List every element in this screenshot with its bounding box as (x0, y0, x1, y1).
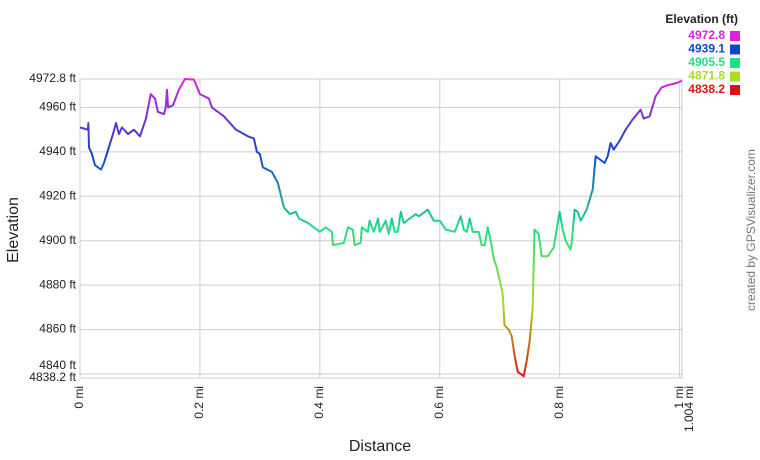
legend-swatch (730, 44, 740, 55)
legend-label: 4939.1 (688, 42, 725, 56)
y-tick-label: 4840 ft (39, 358, 76, 372)
x-tick-label: 0.4 mi (312, 386, 326, 419)
y-tick-label: 4920 ft (39, 188, 76, 202)
y-axis-title: Elevation (5, 197, 22, 263)
legend-swatch (730, 31, 740, 41)
y-tick-label: 4900 ft (39, 233, 76, 247)
legend-label: 4905.5 (688, 55, 725, 69)
x-tick-label: 1.004 mi (682, 386, 696, 432)
legend-label: 4871.8 (688, 69, 725, 83)
x-tick-label: 0.6 mi (432, 386, 446, 419)
credit: created by GPSVisualizer.com (744, 149, 758, 311)
y-tick-label: 4880 ft (39, 277, 76, 291)
y-tick-label: 4940 ft (39, 144, 76, 158)
legend-label: 4972.8 (688, 28, 725, 42)
legend-title: Elevation (ft) (665, 12, 738, 26)
legend-swatch (730, 58, 740, 68)
y-tick-label: 4960 ft (39, 100, 76, 114)
y-tick-label: 4838.2 ft (29, 370, 76, 384)
x-tick-label: 0.2 mi (192, 386, 206, 419)
x-tick-label: 0.8 mi (552, 386, 566, 419)
elevation-line (79, 78, 683, 378)
legend-label: 4838.2 (688, 82, 725, 96)
x-tick-label: 1 mi (672, 386, 686, 409)
x-tick-label: 0 mi (72, 386, 86, 409)
y-tick-label: 4972.8 ft (29, 71, 76, 85)
x-axis-title: Distance (349, 438, 411, 455)
legend-swatch (730, 71, 740, 82)
legend-swatch (730, 85, 740, 95)
y-tick-label: 4860 ft (39, 322, 76, 336)
